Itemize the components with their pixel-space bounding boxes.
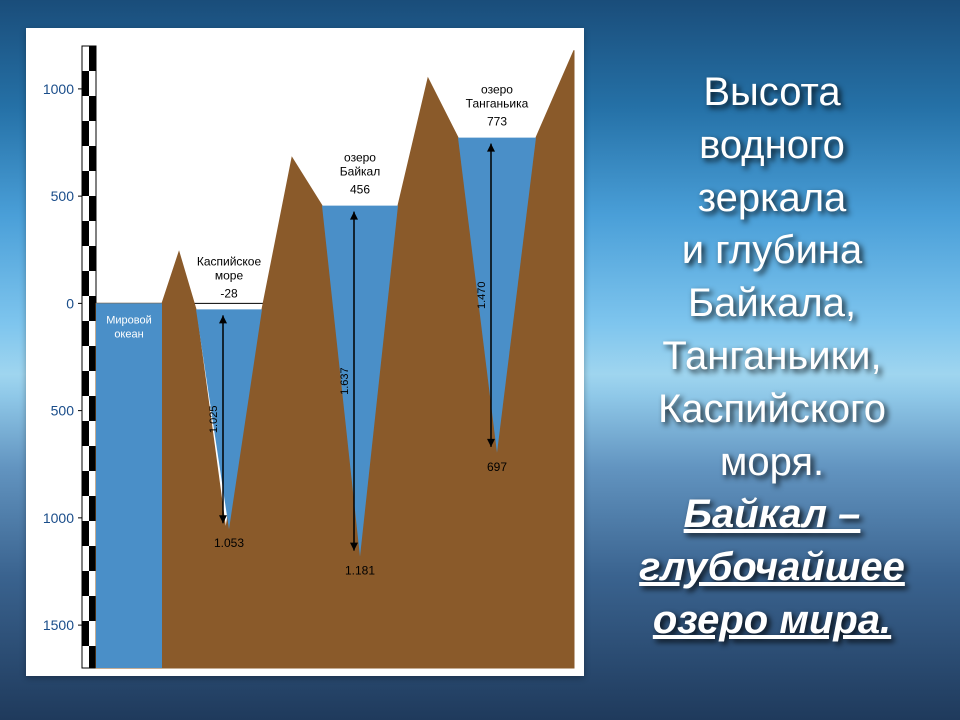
svg-text:озеро: озеро bbox=[344, 151, 376, 165]
svg-text:456: 456 bbox=[350, 183, 370, 197]
svg-text:озеро: озеро bbox=[481, 83, 513, 97]
chart-svg: 1000 500 0 500 1000 1500 1.025 1.637 1.470 1.053 1… bbox=[26, 28, 584, 676]
svg-text:697: 697 bbox=[487, 460, 507, 474]
svg-text:океан: океан bbox=[114, 328, 143, 340]
svg-text:500: 500 bbox=[51, 188, 75, 204]
svg-text:1000: 1000 bbox=[43, 81, 74, 97]
caption-line: Байкала, bbox=[600, 277, 944, 330]
svg-text:1000: 1000 bbox=[43, 510, 74, 526]
svg-text:море: море bbox=[215, 268, 244, 282]
caption-line: моря. bbox=[600, 436, 944, 489]
caption-emph: озеро мира. bbox=[600, 594, 944, 647]
svg-text:1.181: 1.181 bbox=[345, 564, 375, 578]
svg-text:1.025: 1.025 bbox=[208, 406, 220, 434]
svg-text:-28: -28 bbox=[220, 286, 238, 300]
caption-line: Каспийского bbox=[600, 383, 944, 436]
depth-chart: 1000 500 0 500 1000 1500 1.025 1.637 1.470 1.053 1… bbox=[26, 28, 584, 676]
caption-emph: глубочайшее bbox=[600, 541, 944, 594]
caption-line: и глубина bbox=[600, 224, 944, 277]
caption: Высота водного зеркала и глубина Байкала… bbox=[600, 66, 944, 647]
svg-text:1.470: 1.470 bbox=[476, 281, 488, 309]
caption-emph: Байкал – bbox=[600, 488, 944, 541]
svg-text:500: 500 bbox=[51, 403, 75, 419]
svg-text:1.053: 1.053 bbox=[214, 536, 244, 550]
svg-text:0: 0 bbox=[66, 295, 74, 311]
caption-line: Высота bbox=[600, 66, 944, 119]
svg-text:Каспийское: Каспийское bbox=[197, 254, 262, 268]
svg-text:Танганьика: Танганьика bbox=[466, 97, 529, 111]
svg-text:Байкал: Байкал bbox=[340, 165, 380, 179]
caption-line: водного bbox=[600, 119, 944, 172]
svg-text:1500: 1500 bbox=[43, 617, 74, 633]
svg-text:Мировой: Мировой bbox=[106, 314, 152, 326]
svg-text:773: 773 bbox=[487, 115, 507, 129]
svg-text:1.637: 1.637 bbox=[339, 367, 351, 395]
caption-line: зеркала bbox=[600, 172, 944, 225]
caption-line: Танганьики, bbox=[600, 330, 944, 383]
